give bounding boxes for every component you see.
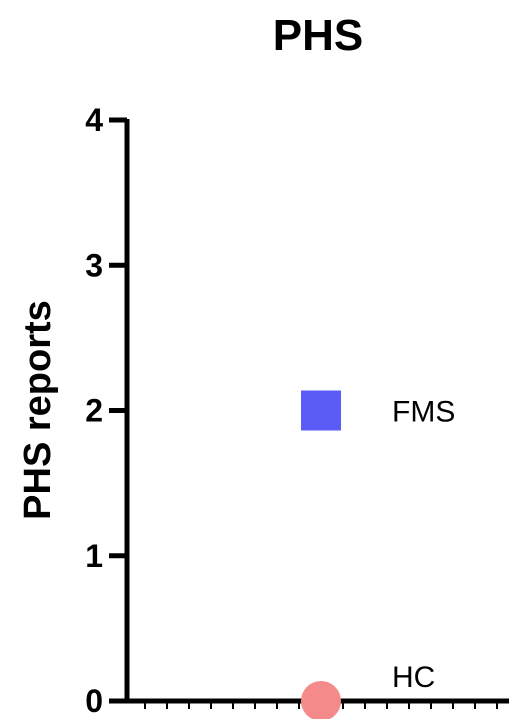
data-point-fms <box>301 391 341 431</box>
y-axis-label: PHS reports <box>17 300 59 520</box>
data-point-hc <box>301 681 341 719</box>
y-tick-label: 4 <box>85 102 103 138</box>
y-tick-label: 0 <box>85 683 103 719</box>
y-tick-label: 1 <box>85 538 103 574</box>
point-label-fms: FMS <box>392 396 455 429</box>
y-tick-label: 2 <box>85 393 103 429</box>
point-label-hc: HC <box>392 661 435 694</box>
y-ticks: 0 1 2 3 4 <box>85 102 127 719</box>
chart-title: PHS <box>273 11 363 60</box>
y-tick-label: 3 <box>85 247 103 283</box>
data-points: FMS HC <box>301 391 455 719</box>
